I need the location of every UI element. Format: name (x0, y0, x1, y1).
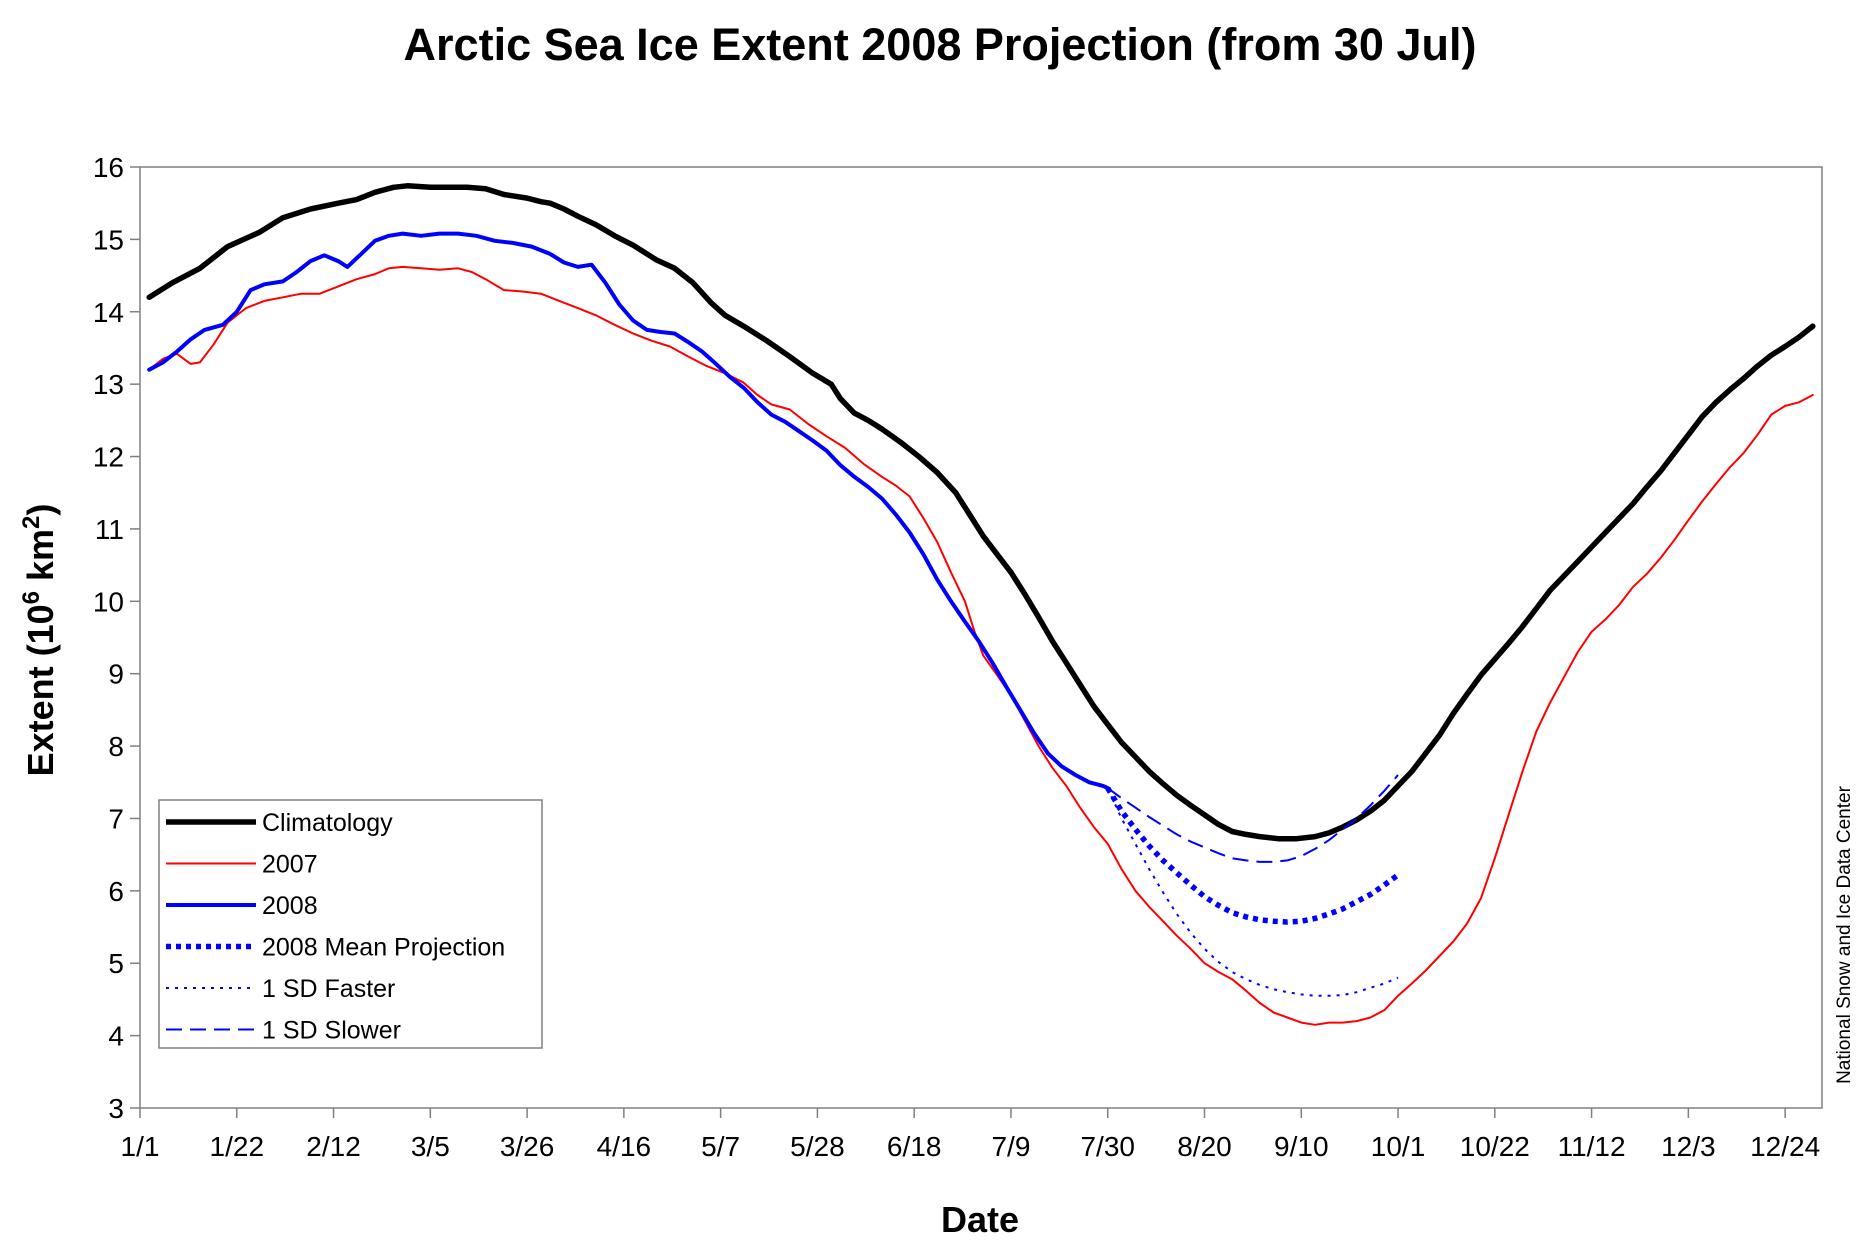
legend-label: 2007 (262, 851, 318, 879)
x-tick-label: 3/26 (500, 1131, 555, 1162)
legend-label: 2008 Mean Projection (262, 934, 505, 962)
y-tick-label: 13 (93, 369, 124, 400)
legend-items: Climatology 2007 2008 2008 Mean Projection 1… (166, 809, 505, 1045)
y-axis-title-part: km (20, 529, 61, 591)
x-axis: 1/1 1/22 2/12 3/5 3/26 4/16 5/7 5/28 6/18 7/9 7/30… (121, 1108, 1820, 1162)
x-tick-label: 10/22 (1460, 1131, 1530, 1162)
legend-label: Climatology (262, 809, 393, 837)
y-tick-label: 16 (93, 152, 124, 183)
x-tick-label: 1/22 (210, 1131, 265, 1162)
legend-label: 2008 (262, 892, 318, 920)
x-tick-label: 4/16 (597, 1131, 652, 1162)
y-tick-label: 3 (108, 1093, 124, 1124)
y-axis-title-part: Extent (10 (20, 604, 61, 776)
legend: Climatology 2007 2008 2008 Mean Projection 1… (158, 799, 543, 1049)
x-tick-label: 9/10 (1274, 1131, 1329, 1162)
x-tick-label: 5/28 (790, 1131, 845, 1162)
y-tick-label: 6 (108, 876, 124, 907)
x-tick-label: 11/12 (1558, 1131, 1626, 1162)
x-axis-title: Date (941, 1199, 1019, 1240)
source-note: National Snow and Ice Data Center (1834, 785, 1855, 1084)
chart-title: Arctic Sea Ice Extent 2008 Projection (f… (404, 19, 1477, 70)
y-tick-label: 5 (108, 948, 124, 979)
y-tick-label: 4 (108, 1021, 124, 1052)
legend-label: 1 SD Faster (262, 975, 395, 1003)
y-tick-label: 12 (93, 442, 124, 473)
x-tick-label: 5/7 (701, 1131, 740, 1162)
x-tick-label: 8/20 (1177, 1131, 1232, 1162)
y-axis-title: Extent (106 km2) (18, 504, 61, 777)
x-tick-label: 6/18 (887, 1131, 942, 1162)
x-tick-label: 1/1 (121, 1131, 160, 1162)
legend-box (158, 799, 543, 1049)
series-2008-line (147, 231, 1110, 791)
x-tick-label: 2/12 (306, 1131, 361, 1162)
series-2008-mean-projection-line (1105, 786, 1400, 925)
y-axis-title-sup: 2 (18, 516, 45, 529)
legend-label: 1 SD Slower (262, 1017, 401, 1045)
y-tick-label: 15 (93, 224, 124, 255)
x-tick-label: 12/3 (1661, 1131, 1716, 1162)
series-2007-line (148, 265, 1814, 1026)
x-tick-label: 12/24 (1750, 1131, 1820, 1162)
y-tick-label: 8 (108, 731, 124, 762)
y-tick-label: 14 (93, 297, 124, 328)
y-tick-label: 9 (108, 659, 124, 690)
y-axis-title-part: ) (20, 504, 61, 516)
series-climatology-line (146, 183, 1816, 842)
y-tick-label: 7 (108, 803, 124, 834)
y-tick-label: 10 (93, 586, 124, 617)
x-tick-label: 7/30 (1080, 1131, 1135, 1162)
y-tick-label: 11 (95, 514, 124, 545)
x-tick-label: 10/1 (1371, 1131, 1426, 1162)
series-1-sd-slower-line (1107, 774, 1399, 863)
series-layer (146, 183, 1816, 1026)
y-axis-title-sup: 6 (18, 591, 45, 604)
x-tick-label: 7/9 (991, 1131, 1030, 1162)
x-tick-label: 3/5 (411, 1131, 450, 1162)
y-axis: 3 4 5 6 7 8 9 10 11 12 13 14 15 16 (93, 152, 140, 1124)
